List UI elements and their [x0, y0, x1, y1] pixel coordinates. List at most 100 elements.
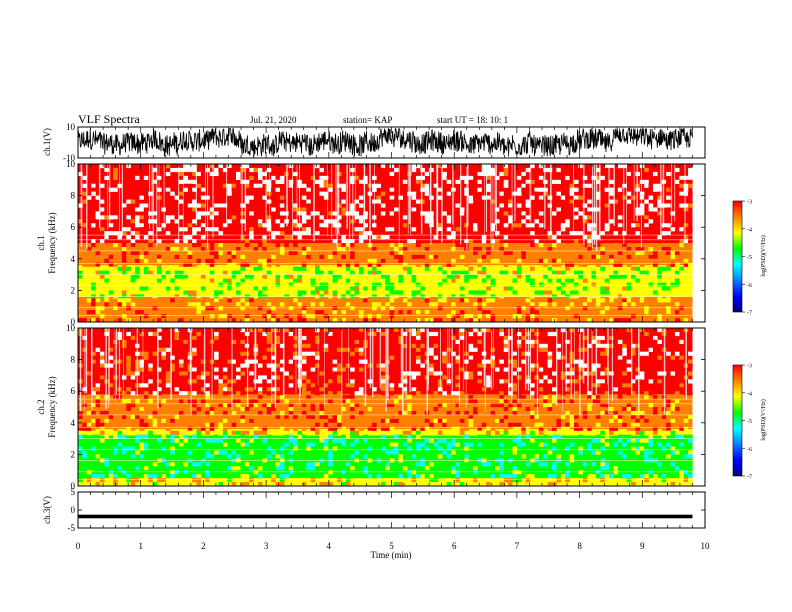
spectrogram-cell — [451, 379, 456, 384]
spectrogram-cell — [538, 199, 544, 204]
spectrogram-cell — [257, 266, 263, 271]
spectrogram-cell — [218, 438, 224, 443]
spectrogram-cell — [459, 274, 465, 279]
spectrogram-cell — [516, 310, 522, 315]
spectrogram-cell — [587, 207, 592, 212]
spectrogram-cell — [626, 286, 632, 291]
spectrogram-cell — [227, 359, 232, 364]
spectrogram-cell — [306, 462, 311, 467]
spectrogram-cell — [363, 462, 368, 467]
spectrogram-cell — [595, 351, 601, 356]
spectrogram-cell — [433, 235, 439, 240]
spectrogram-cell — [534, 331, 540, 337]
spectrogram-cell — [530, 375, 535, 380]
spectrogram-cell — [538, 379, 544, 384]
spectrogram-cell — [214, 335, 219, 341]
spectrogram-cell — [367, 286, 373, 291]
spectrogram-cell — [91, 164, 96, 169]
spectrogram-cell — [354, 375, 360, 380]
spectrogram-cell — [372, 302, 377, 307]
spectrogram-cell — [82, 462, 87, 467]
spectrogram-cell — [306, 235, 311, 240]
spectrogram-cell — [244, 262, 250, 267]
spectrogram-cell — [350, 250, 355, 256]
spectrogram-cell — [240, 314, 245, 319]
spectrogram-cell — [262, 331, 267, 337]
spectrogram-cell — [293, 422, 298, 427]
spectrogram-cell — [688, 466, 693, 471]
spectrogram-cell — [152, 215, 158, 220]
spectrogram-cell — [494, 466, 500, 471]
spectrogram-cell — [262, 367, 267, 372]
spectrogram-cell — [192, 379, 197, 384]
spectrogram-cell — [78, 171, 83, 177]
spectrogram-cell — [525, 466, 531, 471]
spectrogram-cell — [477, 298, 482, 303]
spectrogram-cell — [451, 171, 456, 177]
spectrogram-cell — [157, 235, 162, 240]
spectrogram-cell — [415, 254, 421, 259]
spectrogram-cell — [578, 298, 583, 303]
spectrogram-cell — [473, 274, 478, 279]
spectrogram-cell — [490, 282, 496, 287]
spectrogram-cell — [679, 387, 684, 392]
spectrogram-cell — [415, 250, 421, 256]
spectrogram-cell — [218, 191, 224, 196]
spectrogram-cell — [639, 426, 645, 431]
spectrogram-cell — [613, 231, 619, 236]
spectrogram-cell — [157, 270, 162, 275]
spectrogram-cell — [530, 430, 535, 435]
spectrogram-cell — [315, 235, 320, 240]
spectrogram-cell — [442, 450, 447, 455]
spectrogram-cell — [350, 391, 355, 396]
spectrogram-cell — [595, 363, 601, 368]
spectrogram-cell — [468, 359, 474, 364]
spectrogram-cell — [455, 223, 461, 228]
spectrogram-cell — [600, 175, 605, 180]
spectrogram-cell — [108, 414, 114, 420]
spectrogram-cell — [161, 454, 166, 459]
spectrogram-cell — [323, 355, 329, 360]
spectrogram-cell — [512, 371, 518, 376]
spectrogram-cell — [569, 278, 575, 283]
spectrogram-cell — [310, 223, 316, 228]
spectrogram-cell — [490, 306, 496, 311]
spectrogram-cell — [674, 278, 680, 283]
spectrogram-cell — [323, 195, 329, 200]
spectrogram-cell — [301, 195, 307, 200]
spectrogram-cell — [543, 270, 548, 275]
spectrogram-cell — [222, 391, 228, 396]
spectrogram-cell — [218, 195, 224, 200]
spectrogram-cell — [402, 171, 408, 177]
spectrogram-cell — [178, 399, 184, 404]
spectrogram-cell — [657, 351, 662, 356]
spectrogram-cell — [560, 270, 566, 275]
spectrogram-cell — [648, 310, 654, 315]
spectrogram-cell — [455, 266, 461, 271]
spectrogram-cell — [332, 167, 338, 173]
spectrogram-cell — [192, 278, 197, 283]
spectrogram-cell — [328, 331, 333, 337]
spectrogram-cell — [380, 399, 386, 404]
spectrogram-cell — [139, 171, 145, 177]
spectrogram-cell — [363, 442, 368, 447]
spectrogram-cell — [108, 347, 114, 352]
spectrogram-cell — [503, 407, 509, 412]
spectrogram-cell — [530, 343, 535, 348]
spectrogram-cell — [336, 347, 342, 352]
spectrogram-cell — [113, 434, 118, 439]
spectrogram-cell — [477, 426, 482, 431]
spectrogram-cell — [205, 403, 210, 408]
spectrogram-cell — [459, 211, 465, 216]
spectrogram-cell — [666, 422, 671, 427]
spectrogram-cell — [516, 179, 522, 184]
spectrogram-cell — [139, 343, 145, 348]
spectrogram-cell — [236, 246, 241, 252]
spectrogram-cell — [631, 391, 636, 396]
spectrogram-cell — [578, 171, 583, 177]
spectrogram-cell — [565, 282, 570, 287]
spectrogram-cell — [455, 403, 461, 408]
spectrogram-cell — [266, 351, 272, 356]
spectrogram-cell — [512, 450, 518, 455]
spectrogram-cell — [249, 175, 254, 180]
